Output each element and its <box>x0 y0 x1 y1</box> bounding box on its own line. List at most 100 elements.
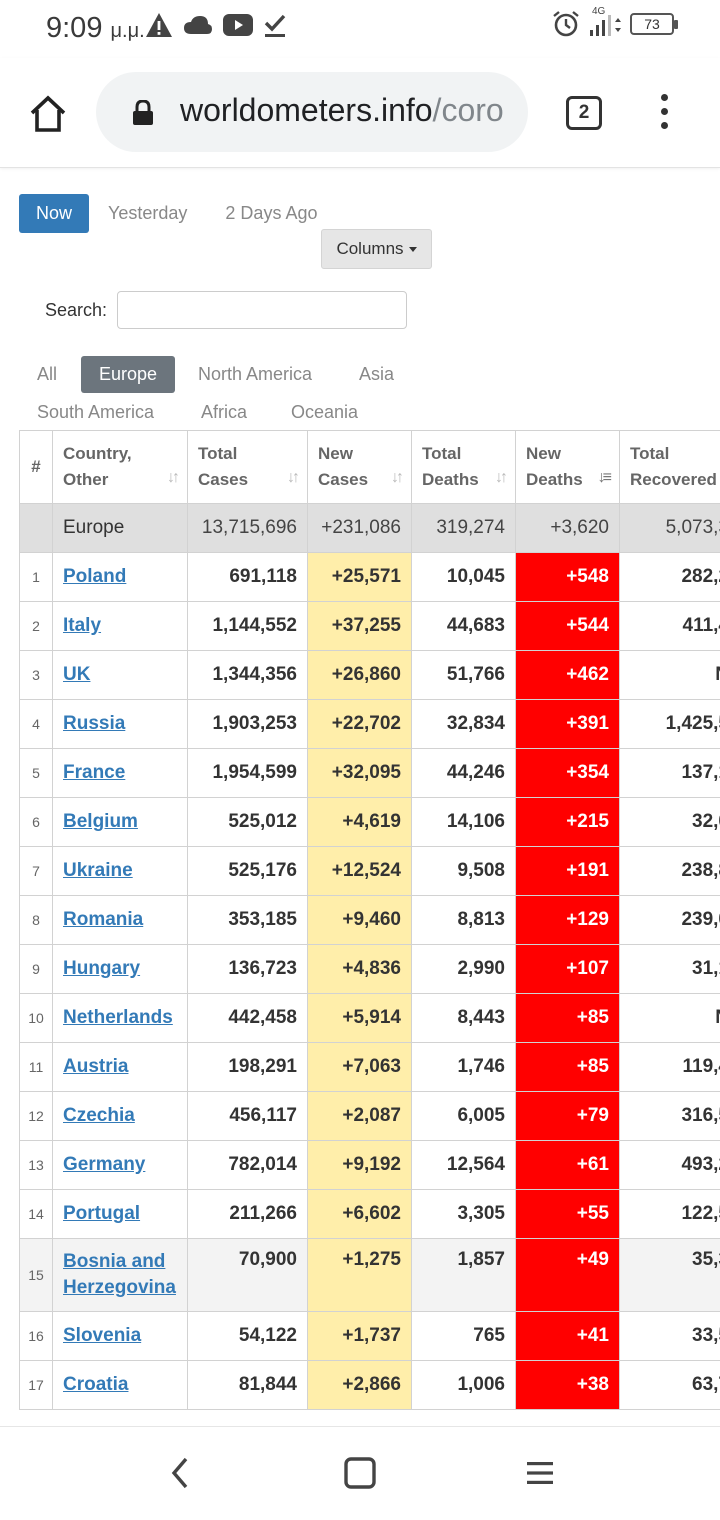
row-number: 2 <box>19 601 53 651</box>
header-number-label: # <box>31 457 41 476</box>
home-button[interactable] <box>24 90 72 138</box>
country-link[interactable]: Austria <box>63 1056 129 1077</box>
new-deaths-cell: +354 <box>515 748 620 798</box>
cloud-icon <box>184 16 212 34</box>
header-total-cases[interactable]: Total Cases ↓↑ <box>187 430 308 504</box>
address-bar[interactable]: worldometers.info/coro <box>96 72 528 152</box>
header-number[interactable]: # <box>19 430 53 504</box>
country-cell: Belgium <box>52 797 188 847</box>
tab-all[interactable]: All <box>37 364 58 384</box>
header-total-cases-label-1: Total <box>198 444 238 463</box>
tab-asia[interactable]: Asia <box>359 364 395 384</box>
search-input[interactable] <box>117 291 407 329</box>
new-deaths-cell: +79 <box>515 1091 620 1141</box>
total-row: Europe 13,715,696 +231,086 319,274 +3,62… <box>19 503 720 553</box>
header-total-deaths-label-2: Deaths <box>422 470 479 489</box>
day-tabs: Now Yesterday 2 Days Ago <box>19 194 336 233</box>
total-deaths-cell: 44,683 <box>411 601 516 651</box>
new-deaths-cell: +41 <box>515 1311 620 1361</box>
country-link[interactable]: Croatia <box>63 1374 129 1395</box>
warning-icon <box>146 13 172 37</box>
total-cases-cell: 525,176 <box>187 846 308 896</box>
country-link[interactable]: Portugal <box>63 1203 141 1224</box>
country-link[interactable]: Bosnia and Herzegovina <box>63 1251 176 1298</box>
total-recovered-cell: 239,0 <box>619 895 720 945</box>
country-link[interactable]: Italy <box>63 615 102 636</box>
network-type: 4G <box>592 6 606 17</box>
new-deaths-cell: +38 <box>515 1360 620 1410</box>
country-link[interactable]: France <box>63 762 126 783</box>
tab-switcher-button[interactable]: 2 <box>566 96 602 130</box>
country-link[interactable]: Germany <box>63 1154 146 1175</box>
total-cases-cell: 81,844 <box>187 1360 308 1410</box>
tab-africa[interactable]: Africa <box>201 402 248 422</box>
row-number: 12 <box>19 1091 53 1141</box>
row-number: 7 <box>19 846 53 896</box>
tab-south-america[interactable]: South America <box>37 402 155 422</box>
country-link[interactable]: Belgium <box>63 811 138 832</box>
new-cases-cell: +4,836 <box>307 944 412 994</box>
total-recovered-cell: 238,8 <box>619 846 720 896</box>
table-row: 15 Bosnia and Herzegovina 70,900 +1,275 1,85… <box>19 1238 720 1312</box>
new-deaths-cell: +462 <box>515 650 620 700</box>
header-country[interactable]: Country, Other ↓↑ <box>52 430 188 504</box>
sort-icon: ↓↑ <box>287 469 300 486</box>
menu-lines-icon <box>527 1462 553 1484</box>
header-new-deaths[interactable]: New Deaths ↓≡ <box>515 430 620 504</box>
total-cases-cell: 70,900 <box>187 1238 308 1312</box>
header-total-recovered-label-2: Recovered <box>630 470 717 489</box>
search-label: Search: <box>45 300 108 320</box>
download-done-icon <box>264 14 286 37</box>
total-cases-cell: 211,266 <box>187 1189 308 1239</box>
menu-dot-icon <box>660 94 668 101</box>
header-new-cases[interactable]: New Cases ↓↑ <box>307 430 412 504</box>
tab-europe[interactable]: Europe <box>81 356 176 393</box>
tab-oceania[interactable]: Oceania <box>291 402 359 422</box>
total-deaths-cell: 2,990 <box>411 944 516 994</box>
country-link[interactable]: Czechia <box>63 1105 135 1126</box>
sort-icon: ↓↑ <box>167 469 180 486</box>
new-deaths-cell: +55 <box>515 1189 620 1239</box>
back-button[interactable] <box>160 1453 200 1493</box>
url-path: /coro <box>432 92 504 128</box>
total-cases-cell: 525,012 <box>187 797 308 847</box>
new-cases-cell: +7,063 <box>307 1042 412 1092</box>
country-link[interactable]: UK <box>63 664 91 685</box>
total-recovered-cell: 63,7 <box>619 1360 720 1410</box>
home-icon <box>30 95 66 132</box>
tab-2-days-ago[interactable]: 2 Days Ago <box>225 203 318 223</box>
tab-yesterday[interactable]: Yesterday <box>108 203 188 223</box>
new-deaths-cell: +85 <box>515 1042 620 1092</box>
country-link[interactable]: Slovenia <box>63 1325 142 1346</box>
home-nav-button[interactable] <box>340 1453 380 1493</box>
columns-button[interactable]: Columns <box>321 229 432 269</box>
country-link[interactable]: Hungary <box>63 958 141 979</box>
total-deaths-cell: 1,857 <box>411 1238 516 1312</box>
overflow-menu-button[interactable] <box>652 94 676 134</box>
new-cases-cell: +6,602 <box>307 1189 412 1239</box>
row-number: 10 <box>19 993 53 1043</box>
tab-now[interactable]: Now <box>19 194 90 233</box>
tab-north-america[interactable]: North America <box>198 364 313 384</box>
row-number: 11 <box>19 1042 53 1092</box>
country-link[interactable]: Russia <box>63 713 126 734</box>
new-cases-cell: +37,255 <box>307 601 412 651</box>
country-link[interactable]: Ukraine <box>63 860 133 881</box>
total-deaths-cell: 8,813 <box>411 895 516 945</box>
country-link[interactable]: Poland <box>63 566 127 587</box>
browser-toolbar: worldometers.info/coro 2 <box>0 58 720 168</box>
recents-button[interactable] <box>520 1453 560 1493</box>
country-cell: Croatia <box>52 1360 188 1410</box>
country-link[interactable]: Netherlands <box>63 1007 173 1028</box>
header-total-deaths[interactable]: Total Deaths ↓↑ <box>411 430 516 504</box>
status-bar: 9:09 μ.μ. 4G 73 <box>0 0 720 58</box>
header-total-recovered[interactable]: Total Recovered <box>619 430 720 504</box>
table-header-row: # Country, Other ↓↑ Total Cases ↓↑ New Cases ↓… <box>19 430 720 504</box>
new-cases-cell: +26,860 <box>307 650 412 700</box>
country-link[interactable]: Romania <box>63 909 144 930</box>
